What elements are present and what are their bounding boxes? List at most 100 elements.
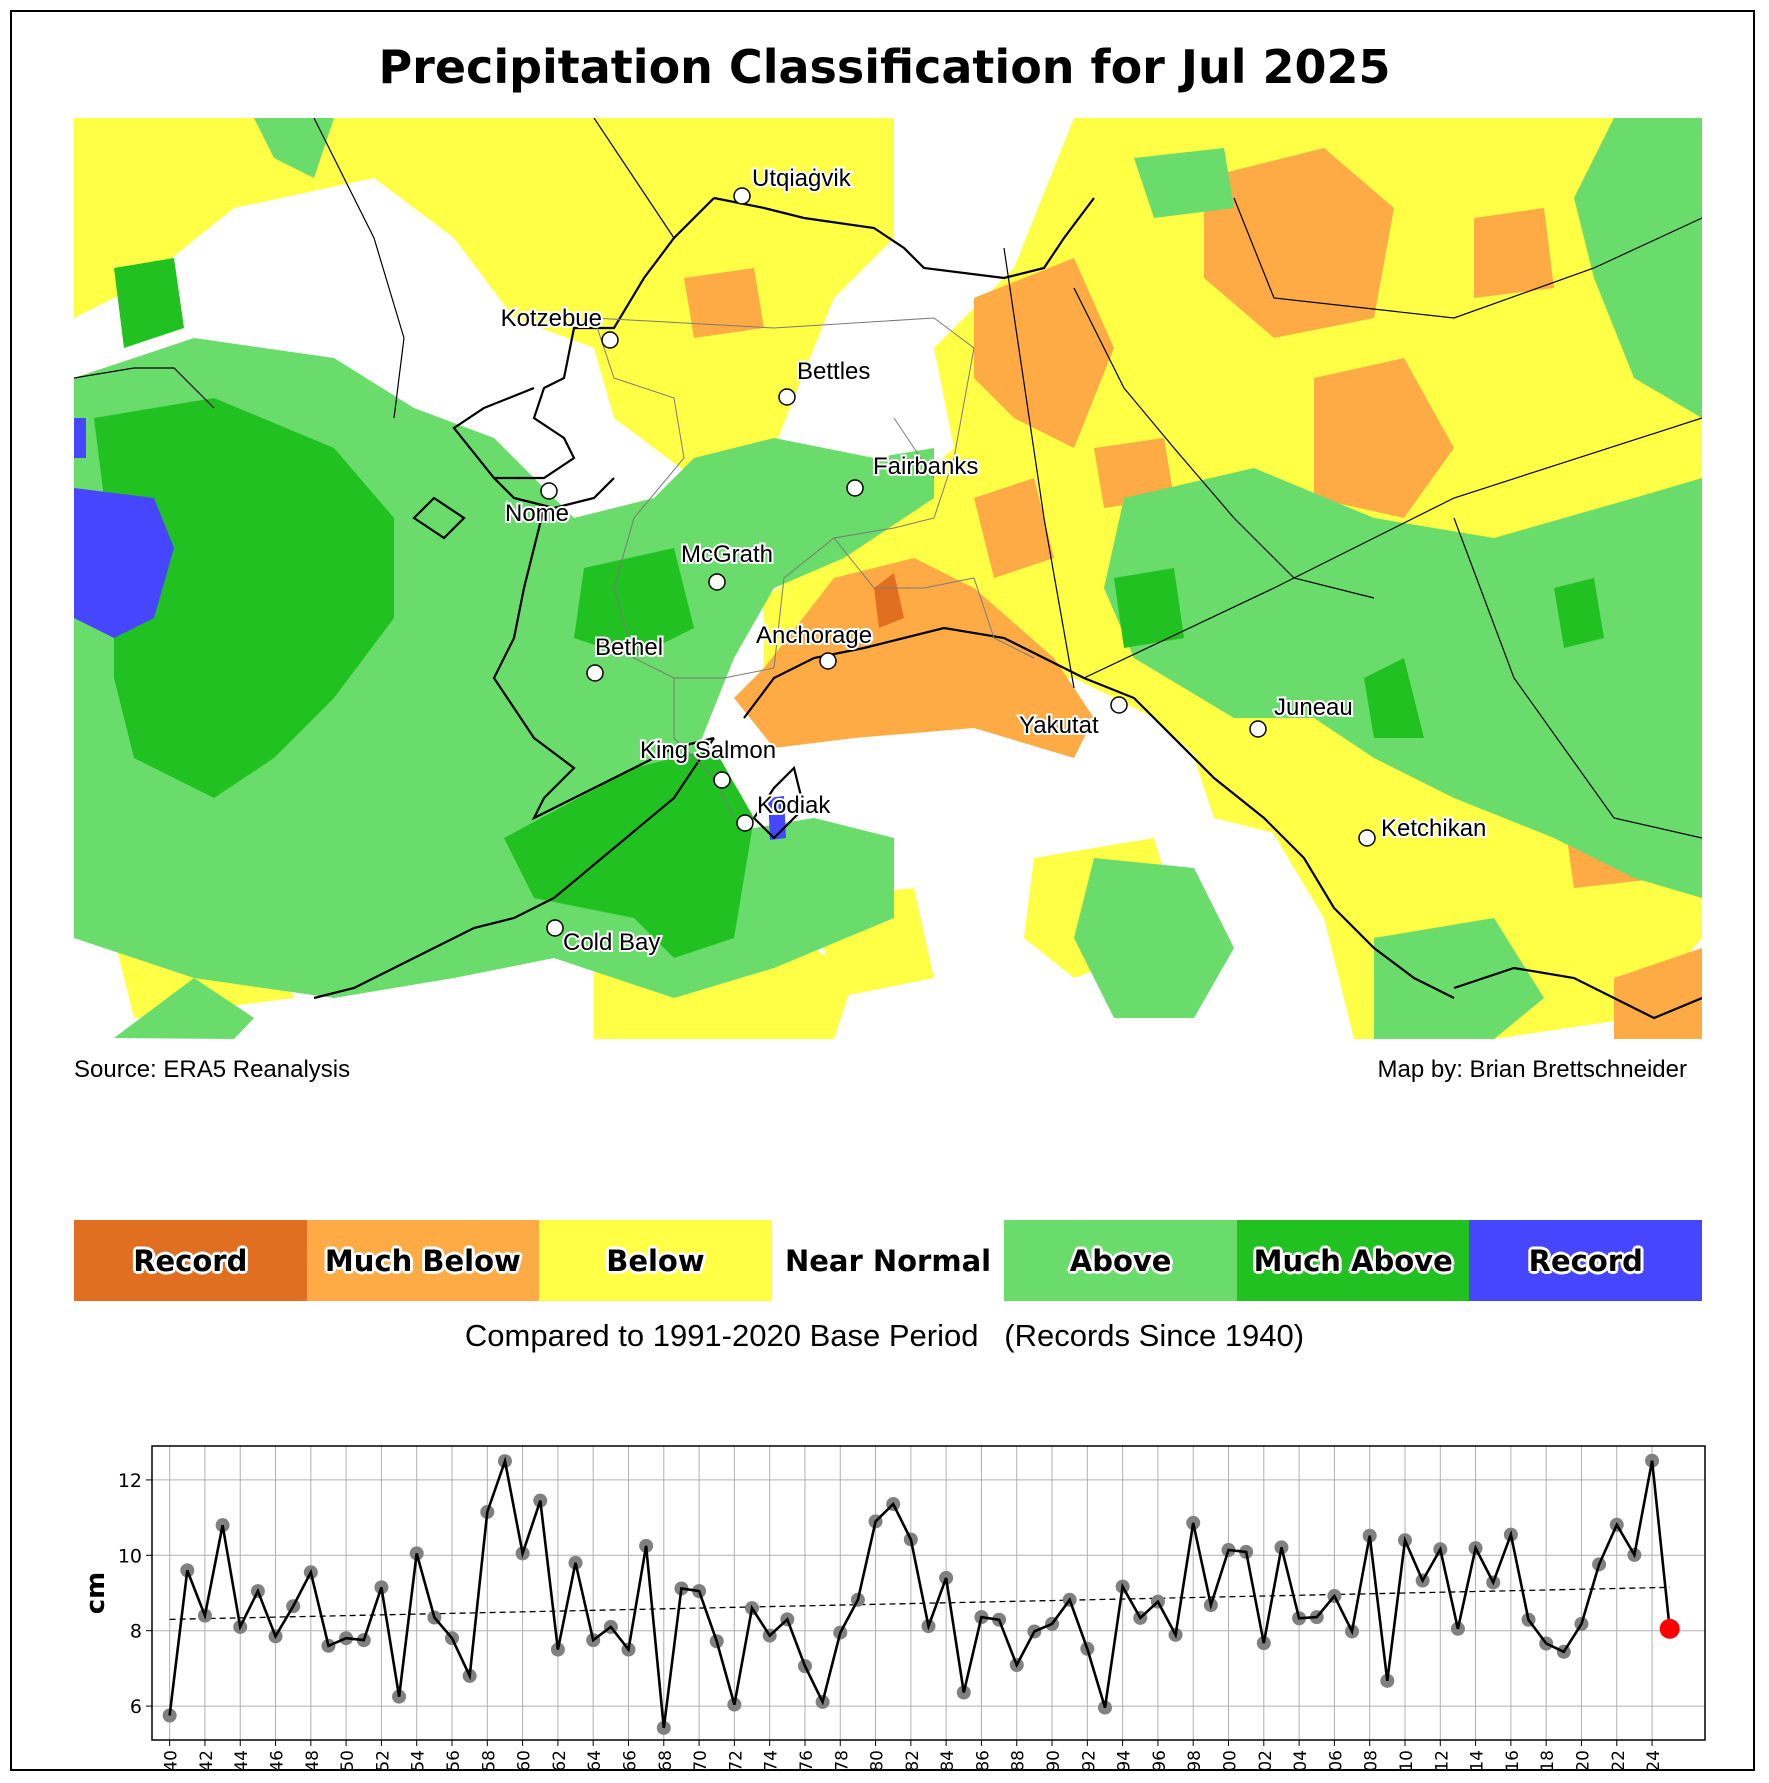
- map-fill-record-dry: [874, 573, 904, 628]
- x-tick-label: 1984: [938, 1750, 958, 1770]
- city-dot-icon: [586, 664, 604, 682]
- x-tick-label: 1968: [656, 1750, 676, 1770]
- city-label: Bettles: [797, 358, 870, 385]
- city-dot-icon: [736, 814, 754, 832]
- x-tick-label: 2004: [1291, 1750, 1311, 1770]
- y-tick-label: 10: [118, 1545, 142, 1567]
- city-label: Kodiak: [757, 792, 831, 819]
- city-marker: Ketchikan: [1358, 813, 1488, 847]
- legend-below: Below: [539, 1220, 772, 1301]
- city-dot-icon: [1249, 720, 1267, 738]
- city-dot-icon: [601, 331, 619, 349]
- city-dot-icon: [713, 771, 731, 789]
- x-tick-label: 2020: [1573, 1750, 1593, 1770]
- city-label: Yakutat: [1019, 712, 1099, 739]
- city-dot-icon: [540, 482, 558, 500]
- x-tick-label: 1992: [1079, 1750, 1099, 1770]
- precipitation-map: Utqiaġvik Kotzebue Bettles Fairbanks Nome McG…: [74, 118, 1702, 1039]
- x-tick-label: 1970: [691, 1750, 711, 1770]
- x-tick-label: 2012: [1432, 1750, 1452, 1770]
- x-tick-label: 2024: [1644, 1750, 1664, 1770]
- map-region-boundaries: [593, 317, 1035, 819]
- x-tick-label: 1988: [1009, 1750, 1029, 1770]
- city-label: Ketchikan: [1381, 815, 1486, 842]
- city-marker: King Salmon: [638, 735, 778, 789]
- city-dot-icon: [733, 187, 751, 205]
- x-tick-label: 1964: [585, 1750, 605, 1770]
- city-marker: Yakutat: [1017, 696, 1128, 741]
- x-tick-label: 1948: [303, 1750, 323, 1770]
- x-tick-label: 1942: [197, 1750, 217, 1770]
- city-label: Juneau: [1274, 694, 1353, 721]
- city-dot-icon: [1358, 829, 1376, 847]
- precip-time-series-chart: 6 8 10 12 1940 1942 1944 1946 1948 1950 1952 1954 19…: [81, 1445, 1706, 1770]
- legend-near-normal: Near Normal: [771, 1220, 1005, 1301]
- x-tick-label: 1982: [903, 1750, 923, 1770]
- city-dot-icon: [778, 388, 796, 406]
- x-tick-label: 2008: [1362, 1750, 1382, 1770]
- city-marker: McGrath: [679, 539, 775, 591]
- x-tick-label: 1960: [515, 1750, 535, 1770]
- author-credit: Map by: Brian Brettschneider: [1377, 1056, 1687, 1083]
- city-markers: Utqiaġvik Kotzebue Bettles Fairbanks Nome McG…: [499, 163, 1489, 958]
- city-label: Anchorage: [756, 622, 872, 649]
- city-dot-icon: [819, 652, 837, 670]
- x-tick-label: 1996: [1150, 1750, 1170, 1770]
- x-tick-label: 1990: [1044, 1750, 1064, 1770]
- source-credit: Source: ERA5 Reanalysis: [74, 1056, 351, 1083]
- x-tick-label: 2000: [1221, 1750, 1241, 1770]
- x-tick-label: 1950: [338, 1750, 358, 1770]
- legend-much-below: Much Below: [306, 1220, 540, 1301]
- city-marker: Nome: [503, 482, 571, 529]
- city-marker: Kodiak: [736, 790, 833, 832]
- x-tick-label: 2002: [1256, 1750, 1276, 1770]
- city-label: Utqiaġvik: [752, 165, 852, 192]
- city-marker: Utqiaġvik: [733, 163, 854, 205]
- latest-data-point: [1659, 1618, 1680, 1639]
- x-tick-label: 1944: [232, 1750, 252, 1770]
- trend-line: [169, 1586, 1670, 1621]
- legend-much-above: Much Above: [1236, 1220, 1470, 1301]
- y-tick-label: 8: [130, 1621, 142, 1643]
- legend-subtitle: Compared to 1991-2020 Base Period (Recor…: [464, 1318, 1305, 1353]
- city-dot-icon: [1110, 696, 1128, 714]
- x-tick-label: 1986: [973, 1750, 993, 1770]
- city-label: King Salmon: [640, 737, 776, 764]
- x-tick-label: 1954: [409, 1750, 429, 1770]
- city-marker: Fairbanks: [846, 451, 980, 497]
- x-tick-label: 2018: [1538, 1750, 1558, 1770]
- x-tick-label: 1940: [162, 1750, 182, 1770]
- city-label: Nome: [505, 500, 569, 527]
- city-marker: Bettles: [778, 356, 872, 406]
- map-coastlines: [313, 196, 1702, 1020]
- y-axis-label: cm: [81, 1572, 111, 1615]
- page-title: Precipitation Classification for Jul 202…: [378, 40, 1391, 94]
- map-borders: [74, 118, 1702, 839]
- city-marker: Cold Bay: [546, 919, 662, 958]
- x-tick-label: 1946: [268, 1750, 288, 1770]
- classification-legend: Record Much Below Below Near Normal Abov…: [74, 1220, 1703, 1301]
- legend-record-wet: Record: [1469, 1220, 1703, 1301]
- x-tick-label: 1956: [444, 1750, 464, 1770]
- city-dot-icon: [708, 573, 726, 591]
- legend-above: Above: [1004, 1220, 1237, 1301]
- y-tick-label: 6: [130, 1696, 142, 1718]
- city-marker: Juneau: [1249, 692, 1355, 738]
- city-label: Fairbanks: [873, 453, 978, 480]
- x-tick-label: 1966: [620, 1750, 640, 1770]
- city-label: Bethel: [595, 634, 663, 661]
- x-tick-label: 1974: [762, 1750, 782, 1770]
- chart-axes-frame: [151, 1445, 1706, 1741]
- x-tick-label: 2006: [1326, 1750, 1346, 1770]
- map-fill-much-above: [94, 258, 1604, 958]
- y-tick-label: 12: [118, 1470, 142, 1492]
- x-tick-label: 2022: [1609, 1750, 1629, 1770]
- x-tick-label: 1952: [373, 1750, 393, 1770]
- city-dot-icon: [846, 479, 864, 497]
- legend-record-dry: Record: [74, 1220, 307, 1301]
- x-tick-label: 1962: [550, 1750, 570, 1770]
- x-tick-label: 1980: [868, 1750, 888, 1770]
- x-tick-label: 1976: [797, 1750, 817, 1770]
- x-tick-label: 1958: [479, 1750, 499, 1770]
- city-marker: Bethel: [586, 632, 665, 682]
